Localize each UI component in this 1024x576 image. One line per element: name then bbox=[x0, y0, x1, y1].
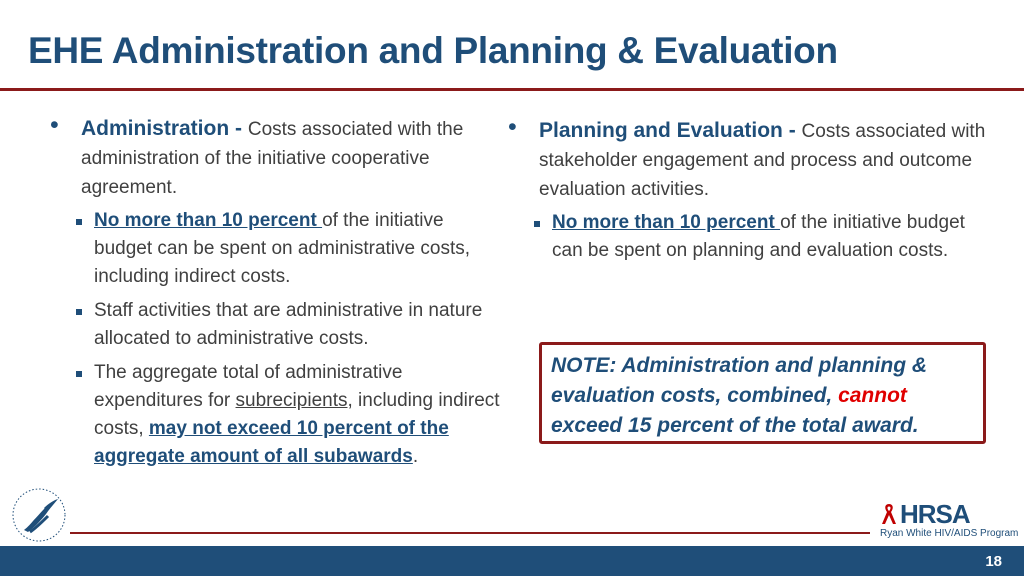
planning-evaluation-heading: Planning and Evaluation - bbox=[539, 119, 802, 142]
square-bullet-icon bbox=[76, 371, 82, 377]
planning-evaluation-text: Costs associated with stakeholder engage… bbox=[539, 121, 986, 200]
bottom-divider bbox=[70, 532, 870, 534]
administration-column: • Administration - Costs associated with… bbox=[50, 111, 500, 477]
footer-bar: 18 bbox=[0, 546, 1024, 576]
emphasis-text: No more than 10 percent bbox=[552, 212, 781, 233]
emphasis-text: No more than 10 percent bbox=[94, 210, 323, 231]
planning-evaluation-bullet: • Planning and Evaluation - Costs associ… bbox=[508, 113, 998, 204]
slide-title: EHE Administration and Planning & Evalua… bbox=[28, 30, 838, 71]
bullet-text: of the initiative budget can be spent on… bbox=[94, 210, 471, 287]
page-number: 18 bbox=[985, 553, 1002, 570]
emphasis-text: may not exceed 10 percent of the aggrega… bbox=[94, 418, 449, 467]
list-item: Staff activities that are administrative… bbox=[74, 297, 500, 353]
bullet-text-post: . bbox=[412, 446, 419, 467]
administration-text: Costs associated with the administration… bbox=[81, 119, 464, 198]
planning-evaluation-subbullets: No more than 10 percent of the initiativ… bbox=[532, 209, 998, 265]
hrsa-logo: HRSA Ryan White HIV/AIDS Program bbox=[878, 499, 1018, 542]
list-item: No more than 10 percent of the initiativ… bbox=[532, 209, 998, 265]
note-text-post: exceed 15 percent of the total award. bbox=[551, 414, 919, 437]
ribbon-icon bbox=[882, 504, 896, 524]
administration-bullet: • Administration - Costs associated with… bbox=[50, 111, 500, 202]
list-item: No more than 10 percent of the initiativ… bbox=[74, 207, 500, 291]
square-bullet-icon bbox=[76, 219, 82, 225]
subrecipients-link[interactable]: subrecipients bbox=[235, 390, 348, 411]
square-bullet-icon bbox=[76, 309, 82, 315]
bullet-text: Staff activities that are administrative… bbox=[94, 300, 483, 349]
administration-heading: Administration - bbox=[81, 117, 248, 140]
square-bullet-icon bbox=[534, 221, 540, 227]
note-text-pre: NOTE: Administration and planning & eval… bbox=[551, 354, 928, 407]
note-box: NOTE: Administration and planning & eval… bbox=[539, 342, 986, 444]
bullet-text-mid: , including indirect costs, bbox=[94, 390, 500, 439]
bullet-dot-icon: • bbox=[50, 111, 59, 139]
list-item: The aggregate total of administrative ex… bbox=[74, 359, 500, 471]
hrsa-wordmark: HRSA bbox=[900, 499, 971, 529]
hhs-eagle-seal-icon bbox=[12, 488, 66, 542]
administration-subbullets: No more than 10 percent of the initiativ… bbox=[74, 207, 500, 471]
bullet-dot-icon: • bbox=[508, 113, 517, 141]
bullet-text: of the initiative budget can be spent on… bbox=[552, 212, 965, 261]
hrsa-program-name: Ryan White HIV/AIDS Program bbox=[880, 528, 1019, 539]
note-cannot: cannot bbox=[838, 384, 907, 407]
bullet-text-pre: The aggregate total of administrative ex… bbox=[94, 362, 403, 411]
planning-evaluation-column: • Planning and Evaluation - Costs associ… bbox=[508, 113, 998, 271]
title-divider bbox=[0, 88, 1024, 91]
